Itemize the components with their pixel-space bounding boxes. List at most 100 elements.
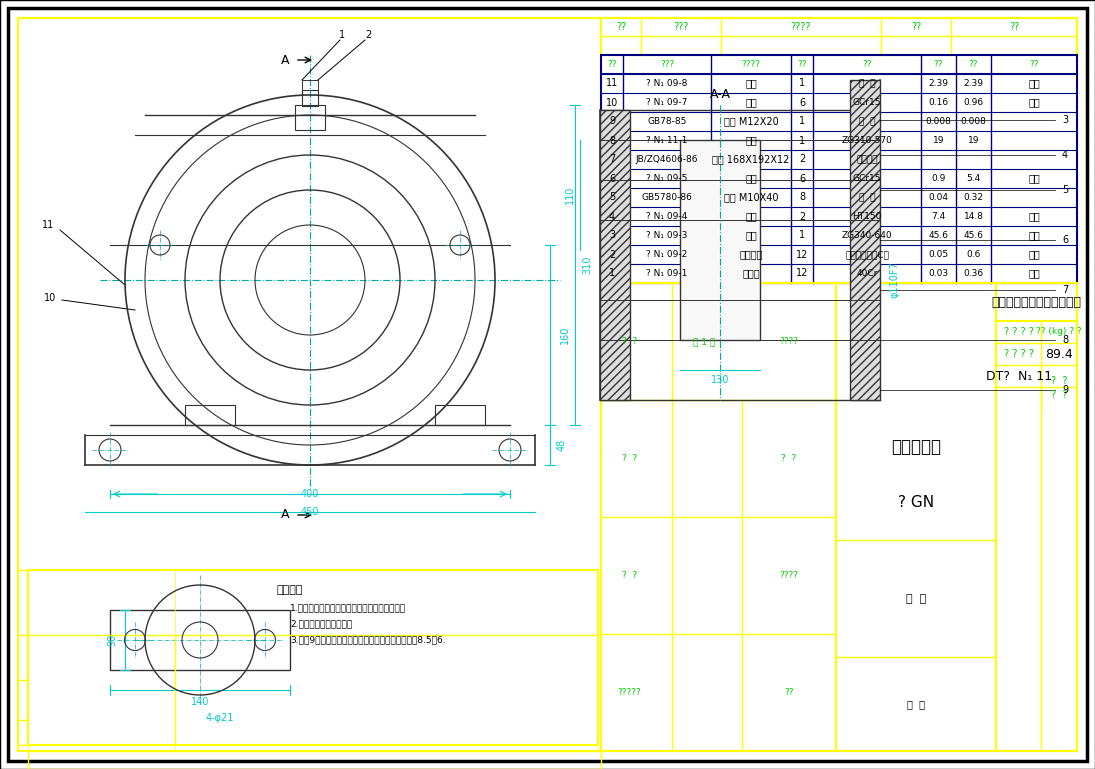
- Text: ??: ??: [911, 22, 921, 32]
- Text: 0.008: 0.008: [960, 117, 987, 126]
- Text: 140: 140: [191, 697, 209, 707]
- Bar: [680, 140, 760, 340]
- Text: 0.9: 0.9: [932, 174, 946, 183]
- Text: 1: 1: [799, 231, 805, 241]
- Bar: [302, 80, 318, 90]
- Text: 0.32: 0.32: [964, 193, 983, 202]
- Text: ??: ??: [862, 60, 872, 69]
- Text: 6: 6: [799, 174, 805, 184]
- Text: 48: 48: [557, 439, 567, 451]
- Text: 技术要求: 技术要求: [277, 585, 303, 595]
- Text: 10: 10: [44, 293, 56, 303]
- Text: ??: ??: [1008, 22, 1019, 32]
- Text: 450: 450: [301, 507, 320, 517]
- Bar: [601, 18, 1077, 55]
- Text: ? N₁ 09-7: ? N₁ 09-7: [646, 98, 688, 107]
- Text: 1: 1: [609, 268, 615, 278]
- Text: 1: 1: [799, 135, 805, 145]
- Bar: [850, 80, 880, 400]
- Text: ?  ?: ? ?: [1051, 390, 1068, 400]
- Text: 借用: 借用: [1028, 98, 1040, 108]
- Text: ? N₁ 11-1: ? N₁ 11-1: [646, 136, 688, 145]
- Text: 12: 12: [796, 268, 808, 278]
- Text: 外套: 外套: [745, 231, 757, 241]
- Text: GCr15: GCr15: [853, 174, 881, 183]
- Text: 普  通: 普 通: [907, 699, 925, 709]
- Text: ?  ?: ? ?: [622, 571, 637, 580]
- Text: 0.03: 0.03: [929, 269, 948, 278]
- Text: A: A: [280, 54, 289, 66]
- Text: 310: 310: [583, 256, 592, 275]
- Bar: [28, 570, 598, 745]
- Text: ? N₁ 09-1: ? N₁ 09-1: [646, 269, 688, 278]
- Text: ??: ??: [969, 60, 978, 69]
- Text: ? N₁ 09-2: ? N₁ 09-2: [646, 250, 688, 259]
- Text: 2.39: 2.39: [929, 79, 948, 88]
- Text: 0.96: 0.96: [964, 98, 983, 107]
- Text: 2: 2: [799, 211, 805, 221]
- Text: 带  件: 带 件: [858, 79, 875, 88]
- Text: 螺栋 M10X40: 螺栋 M10X40: [724, 192, 779, 202]
- Text: ?  ?: ? ?: [622, 454, 637, 463]
- Text: 1: 1: [339, 30, 345, 40]
- Text: 0.04: 0.04: [929, 193, 948, 202]
- Text: 130: 130: [711, 375, 729, 385]
- Text: 19: 19: [968, 136, 979, 145]
- Text: 6: 6: [1062, 235, 1068, 245]
- Text: 1.滚柱表面和弹簧座外表面进行表面处理お小数: 1.滚柱表面和弹簧座外表面进行表面处理お小数: [290, 604, 406, 612]
- Text: 5: 5: [609, 192, 615, 202]
- Text: DT?  N₁ 11: DT? N₁ 11: [986, 369, 1051, 382]
- Text: 9: 9: [1062, 385, 1068, 395]
- Text: 4: 4: [609, 211, 615, 221]
- Text: 第 1 版: 第 1 版: [693, 337, 715, 346]
- Text: 钓球: 钓球: [745, 98, 757, 108]
- Text: 9: 9: [609, 116, 615, 126]
- Text: 4-φ21: 4-φ21: [206, 713, 234, 723]
- Text: 砖层弹簧鑰业C级: 砖层弹簧鑰业C级: [845, 250, 889, 259]
- Text: 7: 7: [609, 155, 615, 165]
- Text: 7.4: 7.4: [932, 212, 946, 221]
- Text: 14.8: 14.8: [964, 212, 983, 221]
- Text: 3: 3: [1062, 115, 1068, 125]
- Bar: [302, 90, 318, 106]
- Bar: [601, 55, 1077, 283]
- Text: GB5780-86: GB5780-86: [642, 193, 692, 202]
- Text: 45.6: 45.6: [964, 231, 983, 240]
- Bar: [600, 110, 630, 400]
- Text: 0.6: 0.6: [966, 250, 981, 259]
- Text: ????: ????: [780, 571, 798, 580]
- Text: JB/ZQ4606-86: JB/ZQ4606-86: [636, 155, 699, 164]
- Text: ?  ?: ? ?: [1051, 376, 1068, 386]
- Text: ZG340-640: ZG340-640: [842, 231, 892, 240]
- Text: ? ? ? ?: ? ? ? ?: [1004, 327, 1034, 337]
- Text: 借用: 借用: [1028, 231, 1040, 241]
- Text: ??: ??: [934, 60, 943, 69]
- Text: 0.36: 0.36: [964, 269, 983, 278]
- Text: 借用: 借用: [1028, 78, 1040, 88]
- Text: 4: 4: [1062, 150, 1068, 160]
- Text: 3.孔右9用螺屄在胜并与减速器连接处子孔配除造帳8.5公6.: 3.孔右9用螺屄在胜并与减速器连接处子孔配除造帳8.5公6.: [290, 635, 446, 644]
- Text: 挡圈: 挡圈: [745, 211, 757, 221]
- Text: 6: 6: [609, 174, 615, 184]
- Text: ?  ?: ? ?: [782, 454, 797, 463]
- Text: 12: 12: [796, 249, 808, 259]
- Text: 8: 8: [1062, 335, 1068, 345]
- Text: 2: 2: [365, 30, 371, 40]
- Text: 弹簧座: 弹簧座: [742, 268, 760, 278]
- Text: 7: 7: [1062, 285, 1068, 295]
- Text: ? ? ? ?: ? ? ? ?: [1004, 349, 1034, 359]
- Text: ?????: ?????: [618, 688, 641, 697]
- Text: 借用: 借用: [1028, 174, 1040, 184]
- Text: 45.6: 45.6: [929, 231, 948, 240]
- Text: GCr15: GCr15: [853, 98, 881, 107]
- Text: ? N₁ 09-8: ? N₁ 09-8: [646, 79, 688, 88]
- Text: 成  品: 成 品: [858, 117, 875, 126]
- Bar: [601, 283, 1077, 751]
- Text: ?  ?: ? ?: [622, 337, 637, 346]
- Text: 液柱逐止器: 液柱逐止器: [891, 438, 941, 456]
- Text: 借用: 借用: [1028, 249, 1040, 259]
- Text: ??: ??: [1029, 60, 1039, 69]
- Text: 油封 168X192X12: 油封 168X192X12: [713, 155, 789, 165]
- Text: 19: 19: [933, 136, 944, 145]
- Text: 1: 1: [799, 116, 805, 126]
